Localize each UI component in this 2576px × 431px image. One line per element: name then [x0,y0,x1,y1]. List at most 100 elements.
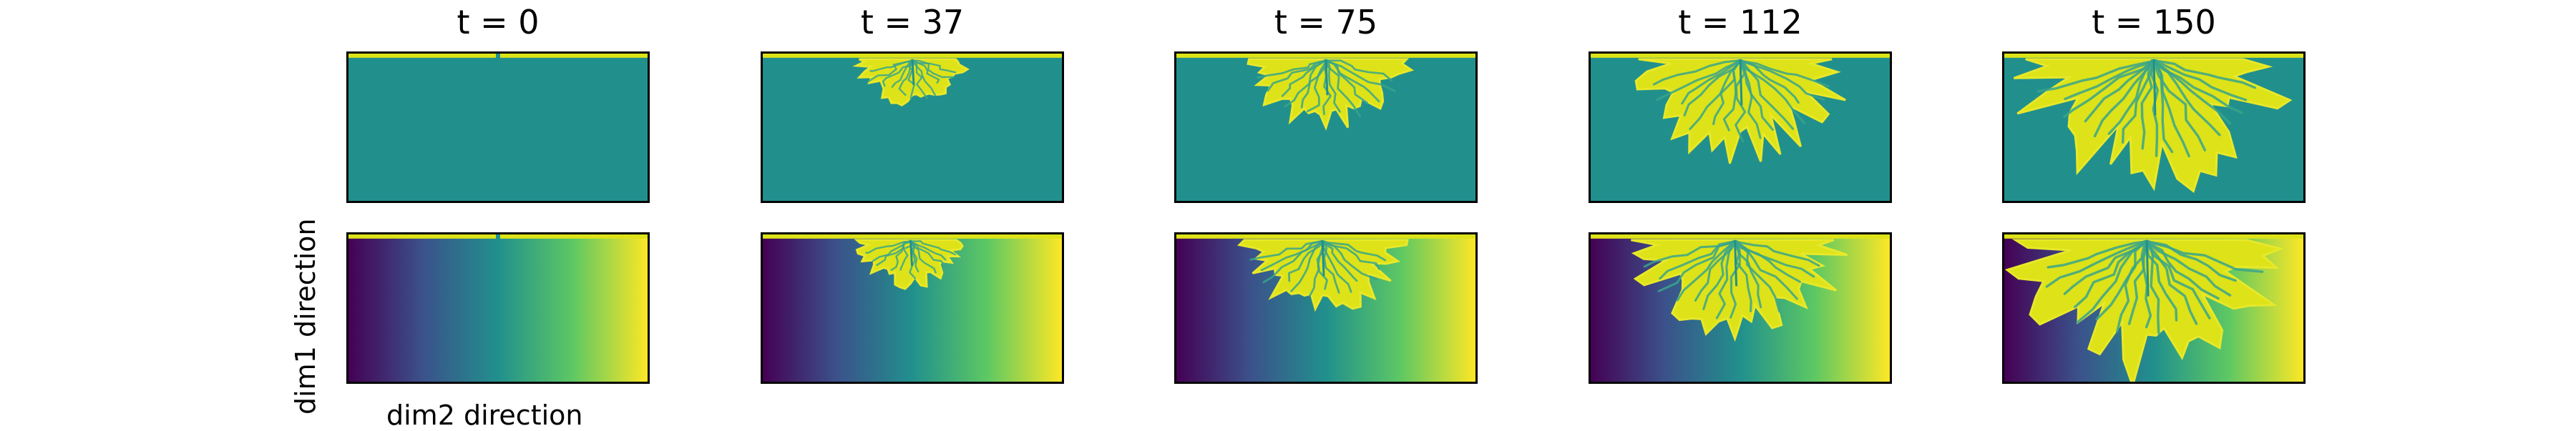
panel-gradient-3 [1589,232,1892,384]
vein [1260,240,1322,272]
vein [890,240,914,271]
vein [1656,59,1743,101]
panel-image [348,234,648,382]
trunk [909,239,913,267]
colony [2004,239,2284,382]
panel-uniform-1 [761,51,1064,203]
vein [909,240,937,274]
vein [867,59,914,83]
vein [1326,59,1393,82]
vein [1681,59,1740,105]
vein [1249,240,1322,261]
trunk [1321,239,1325,277]
vein [1732,240,1820,267]
seed [496,234,500,241]
vein [1715,240,1735,319]
vein [912,59,957,74]
colony [1236,239,1409,312]
vein [2153,59,2256,89]
vein [1733,240,1815,278]
vein [865,240,912,254]
vein [1319,240,1358,282]
vein [2147,240,2211,319]
panel-uniform-2 [1174,51,1478,203]
y-axis-label: dim1 direction [290,218,321,415]
vein [2143,240,2220,300]
column-title-3: t = 112 [1678,3,1802,41]
trunk [1739,59,1743,106]
panel-image [763,54,1062,201]
vein [1733,240,1802,283]
vein [2145,240,2198,325]
colony [1634,58,1846,164]
trunk [911,59,915,86]
vein [1737,59,1774,131]
vein [2045,240,2147,288]
vein [2144,240,2264,273]
vein [1676,240,1737,302]
vein [1652,59,1741,86]
vein [1322,59,1332,116]
surface-band [1176,54,1475,58]
background [348,54,648,201]
seed [496,54,500,60]
vein [1657,240,1738,292]
trunk [2145,239,2150,297]
panel-image [1176,234,1475,382]
trunk [2152,59,2157,116]
panel-uniform-3 [1589,51,1892,203]
vein [1306,59,1328,113]
vein [909,240,957,256]
vein [2076,240,2150,324]
panel-image [1591,54,1890,201]
vein [2152,59,2207,152]
surface-band [2004,54,2303,58]
vein [1740,59,1806,124]
vein [2146,240,2237,282]
colony [854,239,964,290]
panel-image [348,54,648,201]
vein [2153,59,2248,101]
vein [2074,240,2150,309]
vein [907,59,915,100]
surface-band [1176,234,1475,239]
panel-gradient-1 [761,232,1064,384]
vein [2154,59,2190,158]
vein [891,59,912,88]
trunk [1734,239,1738,287]
vein [1735,240,1762,309]
vein [2127,240,2147,325]
panel-gradient-4 [2002,232,2306,384]
vein [910,59,937,96]
vein [1267,59,1328,92]
vein [2150,59,2160,157]
vein [2152,59,2243,114]
panel-gradient-2 [1174,232,1478,384]
vein [1740,59,1825,101]
vein [1323,59,1396,92]
surface-band [1591,54,1890,58]
surface-band [2004,234,2303,239]
vein [1324,59,1362,118]
column-title-1: t = 37 [860,3,965,41]
x-axis-label: dim2 direction [386,400,583,431]
vein [2146,240,2232,297]
column-title-4: t = 150 [2092,3,2216,41]
panel-uniform-4 [2002,51,2306,203]
surface-band [763,234,1062,239]
panel-image [1591,234,1890,382]
vein [911,59,928,99]
vein [2036,59,2157,93]
background [348,234,648,382]
surface-band [763,54,1062,58]
vein [912,59,955,79]
vein [2107,59,2156,135]
panel-image [2004,234,2303,382]
panel-gradient-0 [346,232,650,384]
panel-uniform-0 [346,51,650,203]
vein [1326,59,1341,113]
vein [1256,59,1327,79]
vein [2140,59,2154,150]
vein [2046,240,2148,269]
colony [1246,58,1415,131]
